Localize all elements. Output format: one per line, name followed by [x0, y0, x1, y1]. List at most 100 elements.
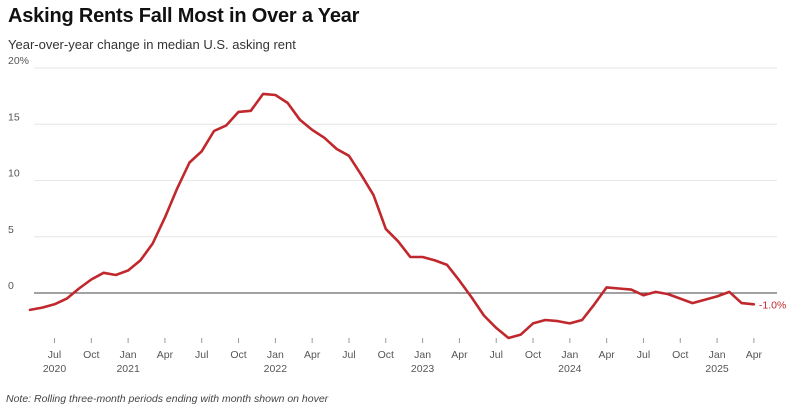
data-point[interactable]: [298, 118, 302, 122]
y-tick-label: 10: [8, 168, 20, 180]
data-point[interactable]: [580, 318, 584, 322]
x-tick-label-month: Apr: [451, 349, 468, 361]
x-tick-label-month: Jan: [120, 349, 137, 361]
data-point[interactable]: [421, 255, 425, 259]
x-tick-label-year: 2024: [558, 363, 582, 375]
data-point[interactable]: [482, 314, 486, 318]
data-point[interactable]: [310, 128, 314, 132]
x-axis: Jul 2020 Oct Jan 2021 Apr Jul Oct Jan 2022 Apr Jul O…: [43, 338, 763, 375]
series-layer: -1.0%: [28, 92, 786, 340]
y-tick-label: 0: [8, 280, 14, 292]
data-point[interactable]: [188, 161, 192, 165]
data-point[interactable]: [642, 293, 646, 297]
x-tick-label-year: 2021: [116, 363, 140, 375]
x-tick-label-year: 2023: [411, 363, 435, 375]
data-point[interactable]: [102, 271, 106, 275]
data-point[interactable]: [494, 326, 498, 330]
data-point[interactable]: [114, 273, 118, 277]
chart-title: Asking Rents Fall Most in Over a Year: [8, 5, 360, 27]
data-point[interactable]: [691, 301, 695, 305]
data-point[interactable]: [605, 285, 609, 289]
x-tick-label-month: Apr: [304, 349, 321, 361]
data-point[interactable]: [617, 287, 621, 291]
x-tick-label-year: 2025: [705, 363, 729, 375]
data-point[interactable]: [372, 193, 376, 197]
data-point[interactable]: [740, 301, 744, 305]
data-point[interactable]: [224, 123, 228, 127]
data-point[interactable]: [335, 147, 339, 151]
data-point[interactable]: [408, 255, 412, 259]
data-point[interactable]: [40, 306, 44, 310]
data-point[interactable]: [507, 336, 511, 340]
end-value-label: -1.0%: [759, 299, 786, 311]
data-point[interactable]: [556, 319, 560, 323]
data-point[interactable]: [666, 292, 670, 296]
y-tick-label: 5: [8, 224, 14, 236]
x-tick-label-month: Oct: [672, 349, 688, 361]
data-point[interactable]: [151, 242, 155, 246]
data-point[interactable]: [77, 287, 81, 291]
data-point[interactable]: [200, 149, 204, 153]
data-point[interactable]: [28, 308, 32, 312]
x-tick-label-month: Oct: [525, 349, 541, 361]
series-line: [28, 92, 756, 340]
footnote: Note: Rolling three-month periods ending…: [6, 393, 329, 405]
data-point[interactable]: [286, 101, 290, 105]
x-tick-label-year: 2022: [264, 363, 288, 375]
data-point[interactable]: [249, 109, 253, 113]
data-point[interactable]: [163, 216, 167, 220]
data-point[interactable]: [445, 263, 449, 267]
data-point[interactable]: [568, 321, 572, 325]
data-point[interactable]: [519, 333, 523, 337]
data-point[interactable]: [138, 258, 142, 262]
data-point[interactable]: [212, 129, 216, 133]
data-point[interactable]: [384, 227, 388, 231]
chart-subtitle: Year-over-year change in median U.S. ask…: [8, 37, 296, 52]
x-tick-label-month: Jul: [490, 349, 503, 361]
data-point[interactable]: [433, 258, 437, 262]
data-point[interactable]: [347, 154, 351, 158]
data-point[interactable]: [457, 279, 461, 283]
line-chart: 20% 15 10 5 0 Jul 2020 Oct Jan 2021 Apr Jul Oct Jan 2…: [8, 55, 786, 375]
x-tick-label-month: Oct: [230, 349, 246, 361]
data-point[interactable]: [261, 92, 265, 96]
data-point[interactable]: [359, 173, 363, 177]
x-tick-label-month: Apr: [598, 349, 615, 361]
x-tick-label-month: Jan: [267, 349, 284, 361]
x-tick-label-month: Jan: [709, 349, 726, 361]
x-tick-label-month: Jan: [414, 349, 431, 361]
y-tick-label: 15: [8, 111, 20, 123]
y-tick-label: 20%: [8, 55, 29, 67]
x-tick-label-month: Jul: [637, 349, 650, 361]
data-point[interactable]: [543, 318, 547, 322]
x-tick-label-month: Jan: [561, 349, 578, 361]
x-tick-label-month: Apr: [746, 349, 763, 361]
data-point[interactable]: [53, 302, 57, 306]
data-point[interactable]: [470, 296, 474, 300]
x-tick-label-month: Oct: [83, 349, 99, 361]
data-point[interactable]: [396, 239, 400, 243]
data-point[interactable]: [65, 297, 69, 301]
x-tick-label-month: Jul: [342, 349, 355, 361]
data-point[interactable]: [715, 294, 719, 298]
data-point[interactable]: [237, 110, 241, 114]
data-point[interactable]: [592, 302, 596, 306]
data-point[interactable]: [727, 290, 731, 294]
x-tick-label-year: 2020: [43, 363, 67, 375]
data-point[interactable]: [273, 93, 277, 97]
data-point[interactable]: [703, 298, 707, 302]
data-point[interactable]: [126, 269, 130, 273]
data-point[interactable]: [531, 321, 535, 325]
x-tick-label-month: Jul: [195, 349, 208, 361]
x-tick-label-month: Jul: [48, 349, 61, 361]
data-point[interactable]: [752, 302, 756, 306]
data-point[interactable]: [654, 290, 658, 294]
data-point[interactable]: [175, 186, 179, 190]
grid-layer: 20% 15 10 5 0: [8, 55, 777, 294]
data-point[interactable]: [629, 288, 633, 292]
x-tick-label-month: Apr: [157, 349, 174, 361]
data-point[interactable]: [89, 278, 93, 282]
x-tick-label-month: Oct: [378, 349, 394, 361]
data-point[interactable]: [322, 136, 326, 140]
data-point[interactable]: [678, 297, 682, 301]
